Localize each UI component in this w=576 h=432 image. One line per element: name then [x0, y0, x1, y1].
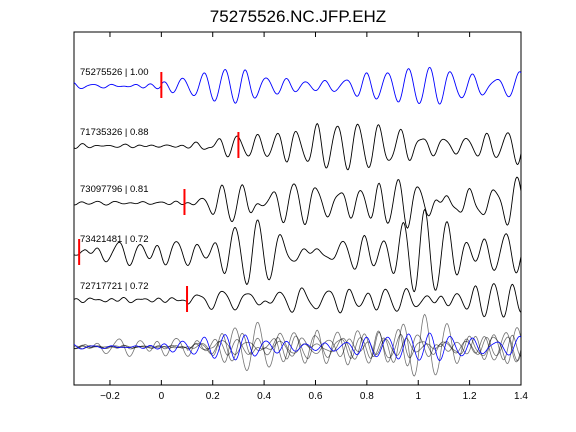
trace-72717721	[73, 283, 522, 318]
trace-labels-group: 75275526 | 1.00 71735326 | 0.88 73097796 |…	[80, 67, 149, 292]
x-tick-label: −0.2	[100, 391, 120, 402]
x-tick-label: 0.2	[206, 391, 220, 402]
x-tick-label: 0	[159, 391, 165, 402]
stack-trace	[73, 313, 522, 377]
trace-73097796	[73, 176, 522, 229]
trace-label: 71735326 | 0.88	[80, 127, 149, 138]
x-tick-label: 0.6	[309, 391, 323, 402]
stack-trace	[73, 334, 522, 361]
trace-label: 75275526 | 1.00	[80, 67, 149, 78]
x-tick-label: 0.8	[360, 391, 374, 402]
trace-75275526	[73, 66, 522, 105]
x-tick-label: 1.2	[463, 391, 477, 402]
x-tick-label: 1	[415, 391, 421, 402]
x-axis: −0.2 0 0.2 0.4 0.6 0.8 1 1.2 1.4	[100, 32, 528, 402]
trace-label: 72717721 | 0.72	[80, 281, 149, 292]
chart-title: 75275526.NC.JFP.EHZ	[210, 7, 386, 26]
trace-label: 73421481 | 0.72	[80, 234, 149, 245]
plot-frame	[73, 31, 522, 386]
stack-trace	[73, 332, 522, 361]
trace-71735326	[73, 122, 522, 171]
plot-area	[73, 31, 522, 386]
trace-73421481	[73, 208, 522, 293]
trace-label: 73097796 | 0.81	[80, 184, 149, 195]
traces-group	[73, 66, 522, 377]
x-tick-label: 0.4	[257, 391, 271, 402]
x-tick-label: 1.4	[514, 391, 528, 402]
